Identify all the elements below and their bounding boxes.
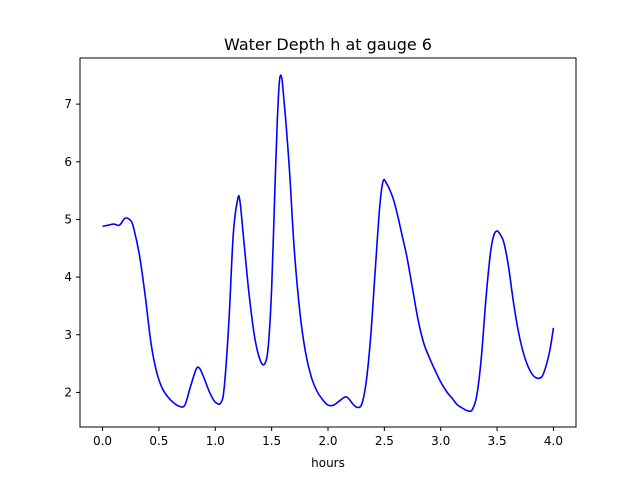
chart-title: Water Depth h at gauge 6 bbox=[224, 35, 432, 54]
y-tick-label: 7 bbox=[64, 97, 72, 111]
x-tick-label: 3.5 bbox=[488, 434, 507, 448]
x-tick-label: 0.0 bbox=[93, 434, 112, 448]
x-axis-ticks: 0.0 0.5 1.0 1.5 2.0 2.5 3.0 3.5 4.0 bbox=[93, 427, 563, 448]
plot-area-frame bbox=[79, 57, 577, 428]
x-tick-label: 2.5 bbox=[375, 434, 394, 448]
y-tick-label: 2 bbox=[64, 385, 72, 399]
x-tick-label: 4.0 bbox=[544, 434, 563, 448]
series-line bbox=[102, 74, 555, 413]
x-tick-label: 2.0 bbox=[318, 434, 337, 448]
y-tick-label: 6 bbox=[64, 155, 72, 169]
x-tick-label: 3.0 bbox=[431, 434, 450, 448]
series-layer bbox=[102, 74, 555, 413]
x-tick-label: 1.0 bbox=[206, 434, 225, 448]
y-tick-label: 4 bbox=[64, 270, 72, 284]
y-axis-ticks: 2 3 4 5 6 7 bbox=[64, 97, 80, 399]
x-tick-label: 1.5 bbox=[262, 434, 281, 448]
y-tick-label: 5 bbox=[64, 212, 72, 226]
x-axis-label: hours bbox=[311, 456, 345, 470]
x-tick-label: 0.5 bbox=[149, 434, 168, 448]
y-tick-label: 3 bbox=[64, 328, 72, 342]
